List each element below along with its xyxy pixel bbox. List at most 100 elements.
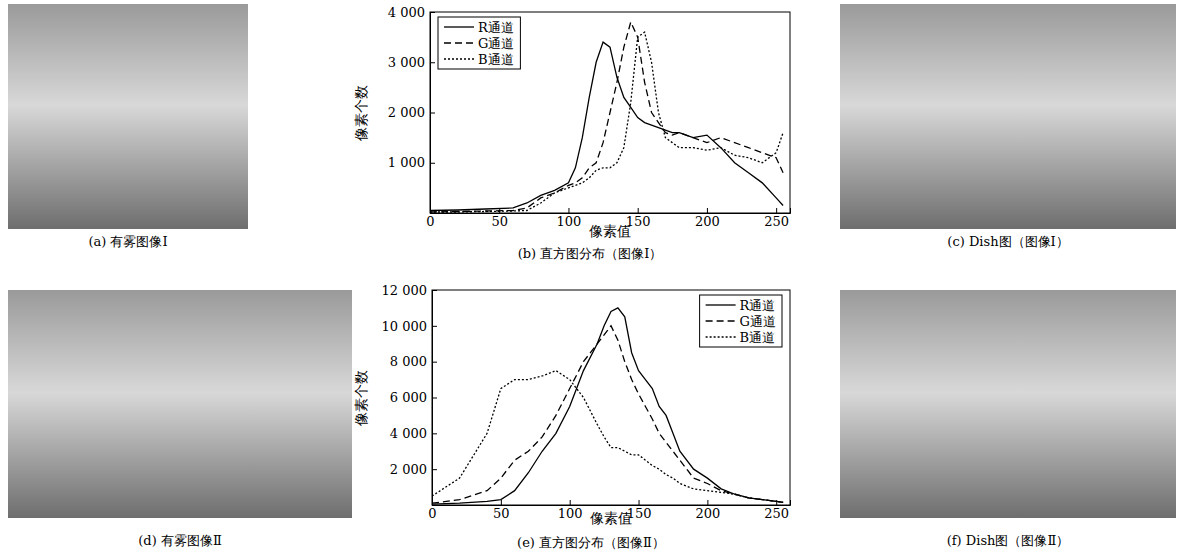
series-line	[430, 32, 783, 212]
image-panel: (a) 有雾图像Ⅰ	[8, 4, 248, 249]
x-tick: 200	[695, 500, 720, 521]
y-tick-label: 4 000	[388, 5, 425, 20]
y-tick-label: 8 000	[390, 354, 427, 369]
legend-swatch	[706, 320, 736, 321]
legend-swatch	[444, 26, 474, 27]
y-axis-title: 像素个数	[353, 85, 369, 141]
x-tick: 200	[695, 208, 720, 229]
x-tick: 250	[764, 500, 789, 521]
x-tick: 50	[493, 500, 510, 521]
y-tick-mark	[432, 362, 437, 363]
y-tick: 1 000	[388, 155, 435, 170]
image-panel: (c) Dish图（图像Ⅰ）	[840, 4, 1176, 249]
chart: 0501001502002502 0004 0006 0008 00010 00…	[353, 283, 791, 550]
y-tick: 4 000	[390, 426, 437, 441]
y-tick-label: 12 000	[382, 283, 428, 298]
series-line	[432, 326, 783, 503]
series-line	[430, 22, 783, 212]
plot-frame	[430, 12, 790, 213]
x-tick-label: 250	[764, 506, 789, 521]
x-tick-mark	[638, 208, 639, 213]
series-line	[432, 371, 783, 503]
legend-label: G通道	[740, 314, 776, 329]
x-axis-title: 像素值	[589, 223, 631, 239]
y-tick-mark	[432, 290, 437, 291]
image-panel: (f) Dish图（图像Ⅱ）	[840, 290, 1176, 548]
series-line	[432, 308, 783, 504]
chart-caption: (e) 直方图分布（图像Ⅱ）	[517, 535, 665, 550]
x-tick-mark	[776, 208, 777, 213]
figure: (a) 有雾图像Ⅰ (c) Dish图（图像Ⅰ） (d) 有雾图像Ⅱ (f) Dish…	[0, 0, 1181, 557]
y-axis-line	[431, 13, 436, 214]
chart: 0501001502002501 0002 0003 0004 000像素值像素…	[353, 5, 791, 261]
photo-placeholder	[840, 290, 1176, 518]
y-tick-label: 10 000	[382, 318, 428, 333]
image-panel: (d) 有雾图像Ⅱ	[8, 290, 352, 548]
y-tick-label: 3 000	[388, 55, 425, 70]
y-tick: 3 000	[388, 55, 435, 70]
y-tick: 4 000	[388, 5, 435, 20]
y-tick: 12 000	[382, 283, 438, 298]
legend-box	[438, 17, 520, 69]
x-tick-mark	[707, 500, 708, 505]
caption: (a) 有雾图像Ⅰ	[88, 234, 167, 249]
y-axis: 1 000 2 000 3 000 4 000	[388, 5, 435, 214]
x-tick: 100	[557, 208, 582, 229]
x-axis-title: 像素值	[590, 510, 632, 526]
photo-placeholder	[8, 4, 248, 229]
x-tick: 100	[558, 500, 583, 521]
y-tick: 2 000	[390, 462, 437, 477]
y-tick-label: 1 000	[388, 155, 425, 170]
y-tick-mark	[430, 113, 435, 114]
x-tick-label: 200	[695, 506, 720, 521]
legend-swatch	[444, 42, 474, 43]
legend-label: G通道	[478, 36, 514, 51]
lines	[432, 308, 783, 504]
x-tick-label: 0	[428, 506, 436, 521]
y-tick: 8 000	[390, 354, 437, 369]
caption: (f) Dish图（图像Ⅱ）	[947, 533, 1070, 548]
plot-frame	[432, 290, 790, 505]
x-tick-label: 100	[558, 506, 583, 521]
y-tick-mark	[432, 433, 437, 434]
legend-label: R通道	[478, 20, 514, 35]
legend: R通道G通道B通道	[700, 295, 782, 347]
y-tick-mark	[432, 326, 437, 327]
x-tick-label: 50	[493, 506, 510, 521]
x-tick-mark	[639, 500, 640, 505]
chart-caption: (b) 直方图分布（图像Ⅰ）	[518, 246, 663, 261]
y-tick-mark	[432, 469, 437, 470]
legend-swatch	[706, 336, 736, 337]
y-axis-title: 像素个数	[353, 370, 369, 426]
legend-label: B通道	[740, 330, 776, 345]
legend-swatch	[444, 58, 474, 59]
y-tick-label: 6 000	[390, 390, 427, 405]
legend-box	[700, 295, 782, 347]
legend-label: B通道	[478, 52, 514, 67]
y-tick-mark	[430, 62, 435, 63]
y-axis-line	[433, 291, 438, 506]
x-tick-mark	[570, 500, 571, 505]
y-tick: 10 000	[382, 318, 438, 333]
photo-placeholder	[840, 4, 1176, 229]
x-tick-mark	[568, 208, 569, 213]
x-tick-label: 100	[557, 214, 582, 229]
y-axis: 2 000 4 000 6 000 8 000 10 000 12 000	[382, 283, 438, 506]
x-tick-mark	[776, 500, 777, 505]
x-tick-label: 250	[764, 214, 789, 229]
x-tick-mark	[501, 500, 502, 505]
y-tick-label: 2 000	[388, 105, 425, 120]
y-tick: 2 000	[388, 105, 435, 120]
lines	[430, 22, 783, 212]
caption: (c) Dish图（图像Ⅰ）	[947, 234, 1068, 249]
legend-swatch	[706, 304, 736, 305]
x-tick-label: 0	[426, 214, 434, 229]
y-tick-mark	[432, 398, 437, 399]
caption: (d) 有雾图像Ⅱ	[138, 533, 222, 548]
y-tick-mark	[430, 163, 435, 164]
x-tick-label: 50	[491, 214, 508, 229]
legend: R通道G通道B通道	[438, 17, 520, 69]
y-tick-mark	[430, 12, 435, 13]
x-tick-label: 200	[695, 214, 720, 229]
legend-label: R通道	[740, 298, 776, 313]
